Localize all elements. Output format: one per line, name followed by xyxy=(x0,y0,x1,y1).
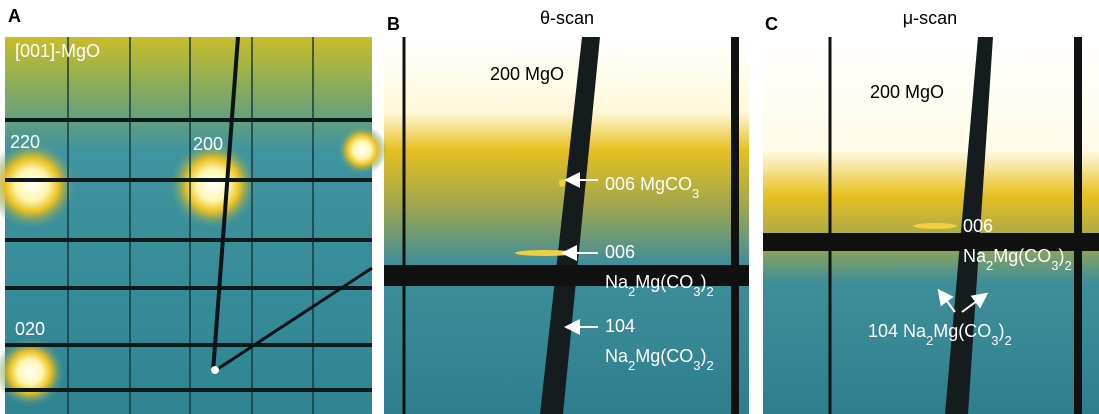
beamstop xyxy=(945,37,993,414)
subscript: 3 xyxy=(692,186,699,201)
label-text: 006 xyxy=(605,242,635,262)
peak-label: Na2Mg(CO3)2 xyxy=(605,272,714,299)
diffraction-spot xyxy=(913,223,957,229)
panel-letter: B xyxy=(387,14,400,34)
peak-label: Na2Mg(CO3)2 xyxy=(963,246,1072,273)
detector-gap xyxy=(384,265,749,286)
detector-image xyxy=(5,37,372,414)
peak-label: 006 xyxy=(605,242,635,262)
subscript: 2 xyxy=(926,333,933,348)
subscript: 3 xyxy=(693,284,700,299)
peak-label: 020 xyxy=(15,319,45,339)
label-text: Mg(CO xyxy=(635,272,693,292)
label-text: 020 xyxy=(15,319,45,339)
subscript: 2 xyxy=(628,284,635,299)
panel-letter: A xyxy=(8,6,21,26)
label-text: Mg(CO xyxy=(635,346,693,366)
detector-gap xyxy=(763,233,1099,251)
label-text: ) xyxy=(1058,246,1064,266)
peak-label: Na2Mg(CO3)2 xyxy=(605,346,714,373)
panel-title: θ-scan xyxy=(540,8,594,28)
subscript: 2 xyxy=(1005,333,1012,348)
peak-label: 200 xyxy=(193,134,223,154)
peak-label: 104 xyxy=(605,316,635,336)
subscript: 2 xyxy=(706,358,713,373)
peak-label: 200 MgO xyxy=(490,64,564,84)
arrow xyxy=(937,288,956,313)
peak-label: 104 Na2Mg(CO3)2 xyxy=(868,321,1012,348)
beamstop xyxy=(540,37,600,414)
label-text: Na xyxy=(605,272,629,292)
subscript: 2 xyxy=(1064,258,1071,273)
label-text: 104 xyxy=(605,316,635,336)
peak-label: [001]-MgO xyxy=(15,41,100,61)
panel-letter: C xyxy=(765,14,778,34)
label-text: ) xyxy=(700,272,706,292)
diffraction-spot xyxy=(515,250,575,256)
label-text: Mg(CO xyxy=(993,246,1051,266)
peak-label: 200 MgO xyxy=(870,82,944,102)
direct-beam xyxy=(211,366,219,374)
label-text: 200 xyxy=(193,134,223,154)
label-text: ) xyxy=(999,321,1005,341)
panel-title: μ-scan xyxy=(903,8,957,28)
diffraction-spot xyxy=(0,140,77,230)
label-text: 200 MgO xyxy=(870,82,944,102)
label-text: [001]-MgO xyxy=(15,41,100,61)
diffraction-spot xyxy=(337,125,387,175)
label-text: Na xyxy=(605,346,629,366)
subscript: 3 xyxy=(693,358,700,373)
arrow xyxy=(961,292,989,313)
peak-label: 006 MgCO3 xyxy=(605,174,699,201)
label-text: Mg(CO xyxy=(933,321,991,341)
beamstop xyxy=(212,266,373,374)
subscript: 3 xyxy=(1051,258,1058,273)
label-text: 200 MgO xyxy=(490,64,564,84)
beamstop xyxy=(211,36,240,373)
label-text: 006 MgCO xyxy=(605,174,692,194)
label-text: 104 Na xyxy=(868,321,927,341)
subscript: 2 xyxy=(986,258,993,273)
peak-label: 220 xyxy=(10,132,40,152)
label-text: ) xyxy=(700,346,706,366)
label-text: Na xyxy=(963,246,987,266)
label-text: 006 xyxy=(963,216,993,236)
subscript: 2 xyxy=(706,284,713,299)
label-text: 220 xyxy=(10,132,40,152)
subscript: 3 xyxy=(991,333,998,348)
diffraction-spot xyxy=(559,179,565,187)
subscript: 2 xyxy=(628,358,635,373)
peak-label: 006 xyxy=(963,216,993,236)
